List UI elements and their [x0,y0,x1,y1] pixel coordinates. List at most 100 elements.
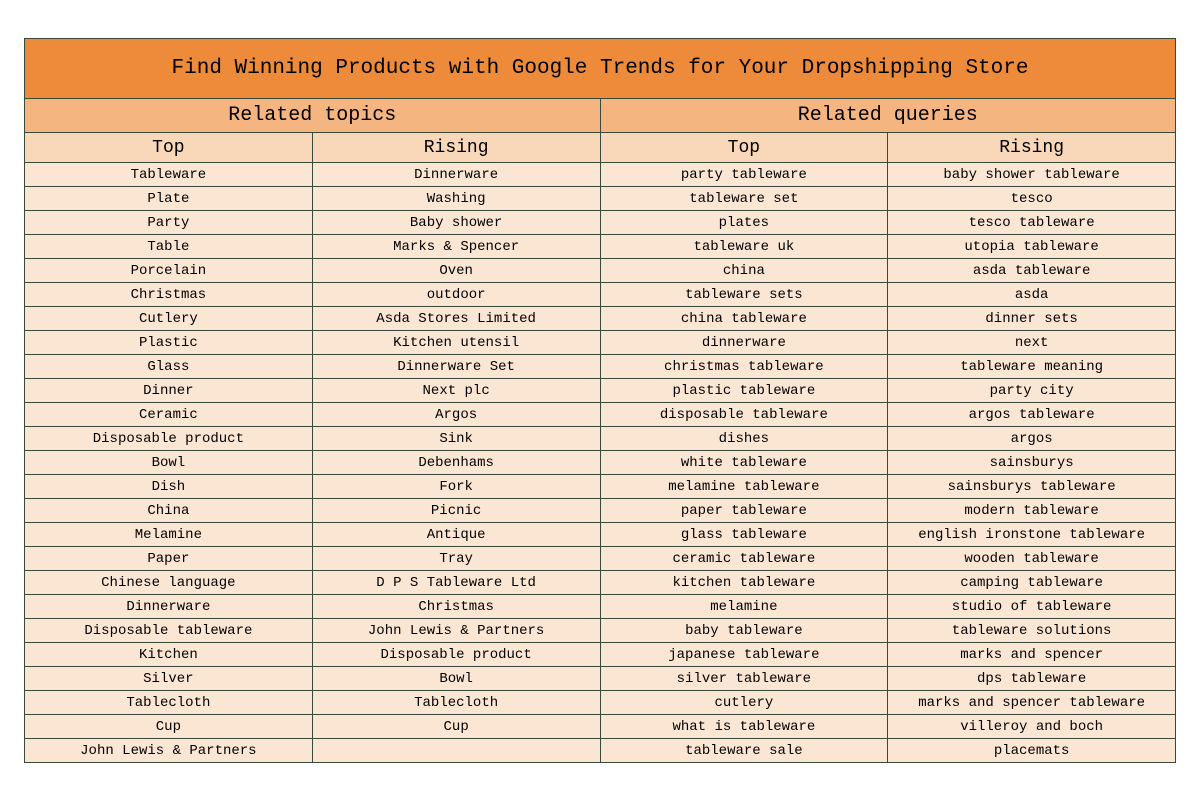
trends-table: Find Winning Products with Google Trends… [24,38,1176,763]
table-cell: tableware uk [600,235,888,259]
title-row: Find Winning Products with Google Trends… [25,39,1176,99]
table-cell: china tableware [600,307,888,331]
table-row: TablewareDinnerwareparty tablewarebaby s… [25,163,1176,187]
table-cell: marks and spencer [888,643,1176,667]
table-cell: Disposable product [25,427,313,451]
table-cell: Kitchen [25,643,313,667]
table-row: KitchenDisposable productjapanese tablew… [25,643,1176,667]
table-cell: china [600,259,888,283]
table-cell: villeroy and boch [888,715,1176,739]
table-cell: Argos [312,403,600,427]
table-cell: Party [25,211,313,235]
table-cell: Melamine [25,523,313,547]
table-cell: tableware sets [600,283,888,307]
table-cell: paper tableware [600,499,888,523]
table-cell: ceramic tableware [600,547,888,571]
table-cell: modern tableware [888,499,1176,523]
table-cell: Baby shower [312,211,600,235]
table-cell: japanese tableware [600,643,888,667]
table-cell: Picnic [312,499,600,523]
table-cell: white tableware [600,451,888,475]
table-cell: english ironstone tableware [888,523,1176,547]
table-cell: Paper [25,547,313,571]
table-cell: tableware set [600,187,888,211]
table-cell: utopia tableware [888,235,1176,259]
table-row: CutleryAsda Stores Limitedchina tablewar… [25,307,1176,331]
subheader-queries-top: Top [600,133,888,163]
table-cell: plates [600,211,888,235]
subheader-topics-rising: Rising [312,133,600,163]
table-cell: Debenhams [312,451,600,475]
table-cell: disposable tableware [600,403,888,427]
table-cell: Antique [312,523,600,547]
table-row: Christmasoutdoortableware setsasda [25,283,1176,307]
table-cell: tableware sale [600,739,888,763]
table-row: CeramicArgosdisposable tablewareargos ta… [25,403,1176,427]
table-row: Disposable tablewareJohn Lewis & Partner… [25,619,1176,643]
table-cell: Porcelain [25,259,313,283]
table-cell: sainsburys tableware [888,475,1176,499]
table-cell: christmas tableware [600,355,888,379]
table-row: PorcelainOvenchinaasda tableware [25,259,1176,283]
table-cell: Silver [25,667,313,691]
table-row: ChinaPicnicpaper tablewaremodern tablewa… [25,499,1176,523]
table-cell: outdoor [312,283,600,307]
section-related-topics: Related topics [25,99,601,133]
table-cell: dishes [600,427,888,451]
table-row: GlassDinnerware Setchristmas tablewareta… [25,355,1176,379]
table-cell: argos tableware [888,403,1176,427]
table-row: Disposable productSinkdishesargos [25,427,1176,451]
table-cell: next [888,331,1176,355]
table-cell: dinnerware [600,331,888,355]
table-cell: silver tableware [600,667,888,691]
table-cell: Christmas [25,283,313,307]
subheader-topics-top: Top [25,133,313,163]
table-row: PlateWashingtableware settesco [25,187,1176,211]
table-cell: Table [25,235,313,259]
table-cell: Asda Stores Limited [312,307,600,331]
table-cell: argos [888,427,1176,451]
table-cell: Dish [25,475,313,499]
table-cell: baby tableware [600,619,888,643]
table-cell: dinner sets [888,307,1176,331]
table-row: DinnerNext plcplastic tablewareparty cit… [25,379,1176,403]
table-cell: camping tableware [888,571,1176,595]
table-cell: Glass [25,355,313,379]
table-row: PartyBaby showerplatestesco tableware [25,211,1176,235]
table-cell: Dinnerware Set [312,355,600,379]
table-cell: Plate [25,187,313,211]
table-cell: sainsburys [888,451,1176,475]
table-cell: party tableware [600,163,888,187]
table-row: PaperTrayceramic tablewarewooden tablewa… [25,547,1176,571]
table-cell: John Lewis & Partners [312,619,600,643]
table-cell: Marks & Spencer [312,235,600,259]
table-row: CupCupwhat is tablewarevilleroy and boch [25,715,1176,739]
table-cell: asda [888,283,1176,307]
table-row: MelamineAntiqueglass tablewareenglish ir… [25,523,1176,547]
table-cell: wooden tableware [888,547,1176,571]
section-row: Related topics Related queries [25,99,1176,133]
table-cell: Cup [312,715,600,739]
table-cell: Tray [312,547,600,571]
table-cell: melamine [600,595,888,619]
table-cell: Dinner [25,379,313,403]
table-cell: plastic tableware [600,379,888,403]
table-cell: Sink [312,427,600,451]
table-cell: Tablecloth [312,691,600,715]
table-cell: tableware solutions [888,619,1176,643]
table-cell: dps tableware [888,667,1176,691]
table-row: Chinese languageD P S Tableware Ltdkitch… [25,571,1176,595]
table-cell: John Lewis & Partners [25,739,313,763]
table-cell: Bowl [25,451,313,475]
table-cell: placemats [888,739,1176,763]
subheader-queries-rising: Rising [888,133,1176,163]
table-cell: Oven [312,259,600,283]
table-cell: cutlery [600,691,888,715]
table-cell: Tablecloth [25,691,313,715]
section-related-queries: Related queries [600,99,1176,133]
table-cell: marks and spencer tableware [888,691,1176,715]
table-cell: studio of tableware [888,595,1176,619]
table-row: SilverBowlsilver tablewaredps tableware [25,667,1176,691]
table-cell: Chinese language [25,571,313,595]
table-cell: Christmas [312,595,600,619]
